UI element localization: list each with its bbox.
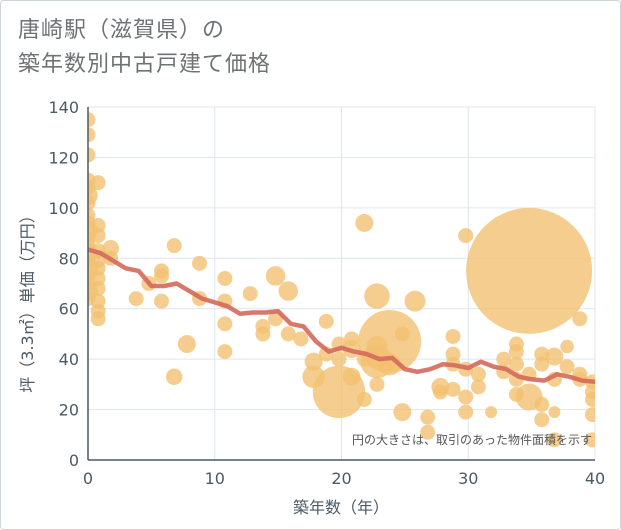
data-point [88,127,96,143]
data-point [548,406,561,419]
data-point [293,331,309,347]
y-tick-label: 120 [48,148,79,167]
data-point [470,366,486,382]
bubble-series [88,112,595,448]
data-point [534,397,550,413]
x-tick-label: 10 [205,469,225,488]
data-point [355,213,374,232]
axes: 0 20 40 60 80 100 120 140 0 10 20 30 40 [48,98,605,488]
data-point [572,311,588,327]
data-point [88,147,96,163]
chart-title-line2: 築年数別中古戸建て価格 [18,52,272,77]
data-point [356,391,372,407]
data-point [458,228,474,244]
data-point [128,291,144,307]
data-point [545,347,564,366]
data-point [154,268,170,284]
data-point [90,228,106,244]
data-point [458,389,474,405]
data-point [470,379,486,395]
data-point [420,409,436,425]
data-point [154,293,170,309]
x-tick-label: 20 [331,469,351,488]
data-point [394,326,410,342]
data-point [466,207,593,334]
data-point [496,351,512,367]
data-point [217,270,233,286]
data-point [560,339,574,354]
data-point [458,404,474,420]
data-point [393,403,412,422]
data-point [192,255,208,271]
data-point [255,326,271,342]
data-point [278,281,299,301]
data-point [584,407,595,423]
y-tick-label: 80 [59,249,79,268]
data-point [584,391,595,407]
data-point [445,328,461,344]
data-point [508,356,524,372]
data-point [369,376,385,392]
data-point [508,344,524,360]
chart-title: 唐崎駅（滋賀県）の 築年数別中古戸建て価格 [18,14,271,82]
data-point [265,266,286,286]
y-tick-label: 20 [59,401,79,420]
data-point [90,311,106,327]
data-point [280,326,296,342]
data-point [304,352,323,371]
trend-series [88,247,595,385]
trend-line [88,247,595,385]
data-point [331,351,347,367]
data-point [242,286,258,302]
data-point [90,175,106,191]
y-tick-label: 140 [48,98,79,117]
y-tick-label: 60 [59,300,79,319]
y-axis-title: 坪（3.3㎡）単価（万円） [18,207,37,392]
y-tick-label: 0 [69,451,79,470]
x-axis-title: 築年数（年） [293,498,389,517]
data-point [534,356,550,372]
x-tick-label: 0 [83,469,93,488]
data-point [584,432,595,448]
data-point [485,406,498,419]
data-point [165,368,183,386]
data-point [546,432,562,448]
y-tick-label: 40 [59,350,79,369]
data-point [217,344,233,360]
data-point [534,412,550,428]
data-point [432,384,448,400]
data-point [318,313,334,329]
data-point [559,359,575,375]
data-point [177,335,196,354]
data-point [88,195,96,211]
x-tick-label: 30 [458,469,478,488]
data-point [342,367,361,386]
chart-title-line1: 唐崎駅（滋賀県）の [18,18,226,43]
data-point [88,112,96,128]
data-point [364,283,390,309]
x-tick-label: 40 [585,469,605,488]
y-tick-label: 100 [48,199,79,218]
data-point [166,238,182,254]
data-point [404,290,426,312]
data-point [445,381,461,397]
data-point [420,424,436,440]
data-point [217,316,233,332]
bubble-size-note: 円の大きさは、取引のあった物件面積を示す [352,432,592,447]
data-point [90,281,106,297]
